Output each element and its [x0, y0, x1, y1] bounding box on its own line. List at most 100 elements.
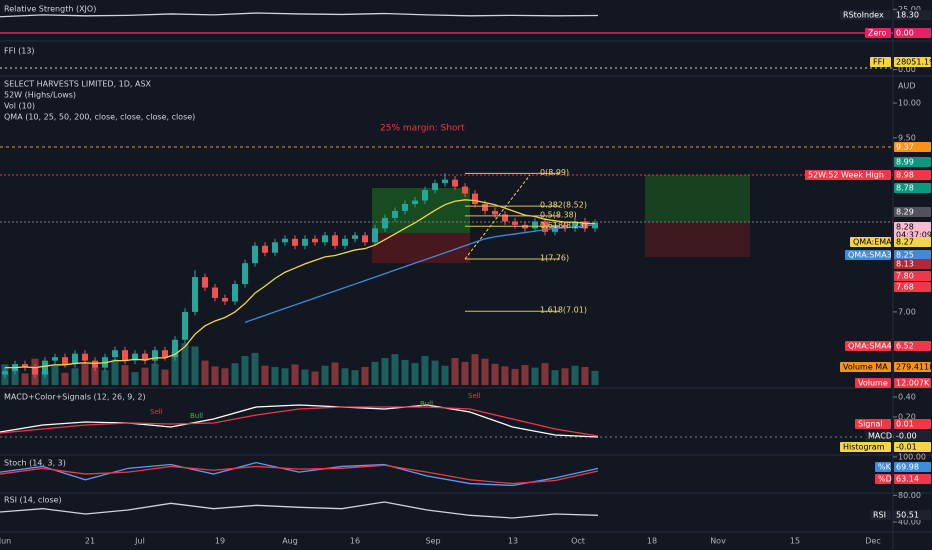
volume-bar: [341, 368, 349, 385]
signal-line: [0, 406, 599, 437]
badge-value: 0.01: [896, 420, 914, 429]
badge-name: Volume MA: [843, 363, 888, 372]
badge-value: 8.27: [896, 238, 914, 247]
price-badge: [894, 362, 931, 372]
candle-body: [582, 221, 588, 229]
legend-item: QMA (10, 25, 50, 200, close, close, clos…: [4, 113, 195, 122]
price-badge: [894, 222, 931, 240]
signal-label: Sell: [150, 408, 163, 416]
badge-name: MACD: [868, 432, 892, 441]
volume-bar: [121, 365, 129, 385]
badge-value: 6.52: [896, 342, 914, 351]
y-tick-label: 9.50: [898, 133, 916, 142]
rs-line: [0, 12, 599, 18]
candle-body: [172, 339, 178, 358]
pane-title: Stoch (14, 3, 3): [4, 459, 66, 468]
price-badge: [894, 170, 931, 180]
volume-bar: [461, 361, 469, 385]
volume-bar: [451, 358, 459, 385]
y-tick-label: 7.00: [898, 307, 916, 316]
pane-title: MACD+Color+Signals (12, 26, 9, 2): [4, 393, 146, 402]
candle-body: [22, 364, 28, 368]
badge-name-bg: [855, 419, 891, 429]
volume-bar: [171, 351, 179, 385]
price-badge: [894, 378, 931, 388]
badge-name-bg: [870, 510, 891, 520]
price-badge: [894, 207, 931, 217]
badge-value: 7.68: [896, 283, 914, 292]
candle-body: [182, 311, 188, 340]
badge-name: RSI: [873, 511, 886, 520]
candle-body: [132, 353, 138, 361]
chart-title: SELECT HARVESTS LIMITED, 1D, ASX: [4, 80, 152, 89]
badge-name-bg: [870, 57, 891, 67]
badge-value: 50.51: [896, 511, 919, 520]
volume-bar: [11, 368, 19, 385]
price-badge: [894, 250, 931, 260]
volume-bar: [551, 370, 559, 385]
badge-name-bg: [840, 10, 891, 20]
badge-name: QMA:EMA: [853, 238, 892, 247]
badge-name: Volume: [858, 379, 888, 388]
legend-item: Vol (10): [4, 102, 35, 111]
badge-name: FFI: [873, 58, 885, 67]
candle-body: [142, 353, 148, 361]
x-tick-label: Dec: [865, 537, 880, 546]
volume-bar: [131, 372, 139, 385]
badge-value: 279.411K: [896, 363, 932, 372]
price-badge: [894, 142, 931, 152]
badge-name: Zero: [868, 29, 887, 38]
badge-name: QMA:SMA3: [848, 251, 892, 260]
price-badge: [894, 474, 931, 484]
candle-body: [252, 245, 258, 264]
fib-trend: [464, 174, 531, 260]
badge-value: 8.78: [896, 184, 914, 193]
volume-bar: [361, 367, 369, 385]
price-badge: [894, 419, 931, 429]
ema-line: [5, 199, 595, 369]
x-tick-label: 15: [790, 537, 800, 546]
short-profit-zone: [645, 175, 750, 222]
price-badge: [894, 57, 931, 67]
badge-value: -0.01: [896, 443, 917, 452]
candle-body: [452, 179, 458, 187]
badge-name: QMA:SMA4: [848, 342, 892, 351]
volume-bar: [471, 354, 479, 385]
x-tick-label: 16: [350, 537, 360, 546]
badge-name-bg: [805, 170, 891, 180]
legend-item: 52W (Highs/Lows): [4, 91, 76, 100]
badge-name: RStoIndex: [843, 11, 884, 20]
price-badge: [894, 462, 931, 472]
candle-body: [392, 210, 398, 218]
candle-body: [42, 360, 48, 375]
candle-body: [72, 353, 78, 365]
x-tick-label: 19: [215, 537, 225, 546]
volume-bar: [591, 370, 599, 385]
long-loss-zone: [372, 233, 470, 263]
candle-body: [502, 214, 508, 222]
candle-body: [352, 235, 358, 239]
x-tick-label: Sep: [425, 537, 440, 546]
badge-value: 9.37: [896, 143, 914, 152]
volume-bar: [371, 361, 379, 385]
badge-value: 12.007K: [896, 379, 930, 388]
price-badge: [894, 10, 931, 20]
badge-value: 69.98: [896, 463, 919, 472]
volume-bar: [221, 368, 229, 385]
volume-bar: [331, 362, 339, 385]
volume-bar: [491, 363, 499, 385]
candle-body: [202, 277, 208, 288]
volume-bar: [321, 365, 329, 385]
volume-bar: [511, 368, 519, 385]
x-tick-label: Jul: [134, 537, 145, 546]
candle-body: [372, 228, 378, 243]
x-tick-label: Nov: [710, 537, 726, 546]
candle-body: [362, 235, 368, 243]
volume-bar: [571, 365, 579, 385]
signal-label: Sell: [468, 392, 481, 400]
price-badge: [894, 237, 931, 247]
volume-bar: [51, 365, 59, 385]
candle-body: [592, 222, 598, 229]
